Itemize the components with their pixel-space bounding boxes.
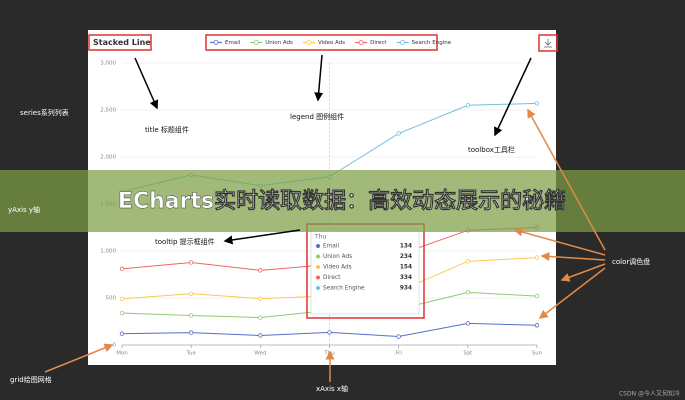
annotation: title 标题组件 bbox=[145, 125, 189, 134]
tooltip-name: Union Ads bbox=[323, 254, 352, 260]
annotation: yAxis y轴 bbox=[8, 205, 40, 214]
x-tick-label: Tue bbox=[185, 351, 196, 357]
data-point bbox=[534, 293, 540, 299]
tooltip-dot bbox=[316, 286, 320, 290]
x-tick-label: Thu bbox=[323, 351, 334, 357]
data-point bbox=[534, 323, 540, 328]
data-point bbox=[465, 321, 471, 326]
tooltip-value: 154 bbox=[400, 265, 412, 271]
data-point bbox=[119, 296, 125, 302]
y-tick-label: 500 bbox=[106, 296, 117, 302]
tooltip-dot bbox=[316, 275, 320, 280]
data-point bbox=[258, 296, 263, 301]
annotation: color调色盘 bbox=[612, 257, 650, 266]
arrow bbox=[44, 343, 114, 373]
data-point bbox=[258, 268, 263, 273]
tooltip-name: Email bbox=[323, 244, 339, 250]
tooltip-value: 134 bbox=[400, 244, 412, 250]
legend-label: Video Ads bbox=[318, 40, 345, 46]
legend-swatch bbox=[213, 40, 219, 45]
arrow bbox=[538, 267, 606, 319]
annotation: series系列列表 bbox=[20, 108, 69, 117]
tooltip-dot bbox=[316, 265, 320, 269]
data-point bbox=[119, 310, 125, 316]
data-point bbox=[258, 333, 263, 338]
arrow bbox=[314, 54, 324, 102]
annotation: toolbox工具栏 bbox=[468, 145, 515, 154]
tooltip-dot bbox=[316, 244, 320, 248]
legend-swatch bbox=[358, 40, 364, 45]
tooltip-value: 934 bbox=[400, 286, 412, 292]
arrow bbox=[513, 227, 606, 256]
data-point bbox=[396, 131, 401, 136]
annotation: xAxis x轴 bbox=[316, 384, 348, 393]
y-tick-label: 1,000 bbox=[100, 249, 116, 255]
legend-label: Email bbox=[225, 40, 241, 46]
x-tick-label: Fri bbox=[395, 351, 402, 357]
data-point bbox=[465, 259, 471, 264]
data-point bbox=[534, 101, 540, 106]
data-point bbox=[465, 290, 471, 295]
legend-swatch bbox=[306, 40, 312, 45]
x-tick-label: Sat bbox=[463, 351, 473, 357]
data-point bbox=[188, 260, 194, 265]
title-box bbox=[88, 34, 152, 51]
data-point bbox=[534, 255, 540, 260]
arrow bbox=[527, 108, 606, 251]
banner-band bbox=[0, 170, 685, 232]
toolbox-icon[interactable] bbox=[544, 39, 552, 48]
legend-label: Union Ads bbox=[265, 40, 293, 46]
y-tick-label: 0 bbox=[113, 343, 117, 349]
y-tick-label: 2,000 bbox=[100, 155, 116, 161]
watermark: CSDN @今人又何知冷 bbox=[619, 390, 680, 398]
chart-title: Stacked Line bbox=[93, 38, 151, 47]
legend-label: Direct bbox=[370, 40, 387, 46]
legend-swatch bbox=[400, 40, 405, 45]
y-tick-label: 3,000 bbox=[100, 61, 116, 67]
annotation: tooltip 提示框组件 bbox=[155, 237, 215, 246]
data-point bbox=[258, 315, 263, 320]
arrow bbox=[134, 57, 159, 110]
legend-swatch bbox=[253, 40, 259, 45]
y-tick-label: 2,500 bbox=[100, 108, 116, 114]
tooltip-title: Thu bbox=[314, 234, 326, 241]
legend-label: Search Engine bbox=[412, 40, 452, 46]
data-point bbox=[465, 103, 471, 108]
data-point bbox=[188, 330, 194, 335]
data-point bbox=[327, 330, 332, 335]
data-point bbox=[188, 313, 194, 318]
tooltip-name: Direct bbox=[323, 275, 341, 281]
arrow bbox=[540, 251, 606, 261]
tooltip-value: 334 bbox=[400, 275, 412, 281]
tooltip-dot bbox=[316, 254, 320, 259]
x-tick-label: Sun bbox=[532, 351, 543, 357]
data-point bbox=[119, 266, 125, 272]
arrow bbox=[494, 57, 532, 137]
tooltip-panel bbox=[310, 228, 420, 315]
annotation: grid绘图网格 bbox=[10, 375, 52, 384]
tooltip-value: 234 bbox=[400, 254, 412, 260]
tooltip-name: Search Engine bbox=[323, 286, 365, 292]
legend-box bbox=[205, 34, 438, 51]
annotation: legend 图例组件 bbox=[290, 112, 344, 121]
arrow bbox=[223, 229, 301, 245]
banner-title: ECharts实时读取数据：高效动态展示的秘籍 bbox=[118, 188, 566, 214]
data-point bbox=[396, 334, 401, 339]
x-tick-label: Mon bbox=[116, 351, 128, 357]
x-tick-label: Wed bbox=[254, 351, 266, 357]
arrow bbox=[560, 263, 606, 282]
tooltip: Thu Email 134 Union Ads 234 Video Ads 154 Direc… bbox=[306, 223, 425, 319]
toolbox-box bbox=[538, 34, 558, 52]
data-point bbox=[188, 291, 194, 296]
tooltip-name: Video Ads bbox=[323, 265, 352, 271]
data-point bbox=[119, 331, 125, 336]
